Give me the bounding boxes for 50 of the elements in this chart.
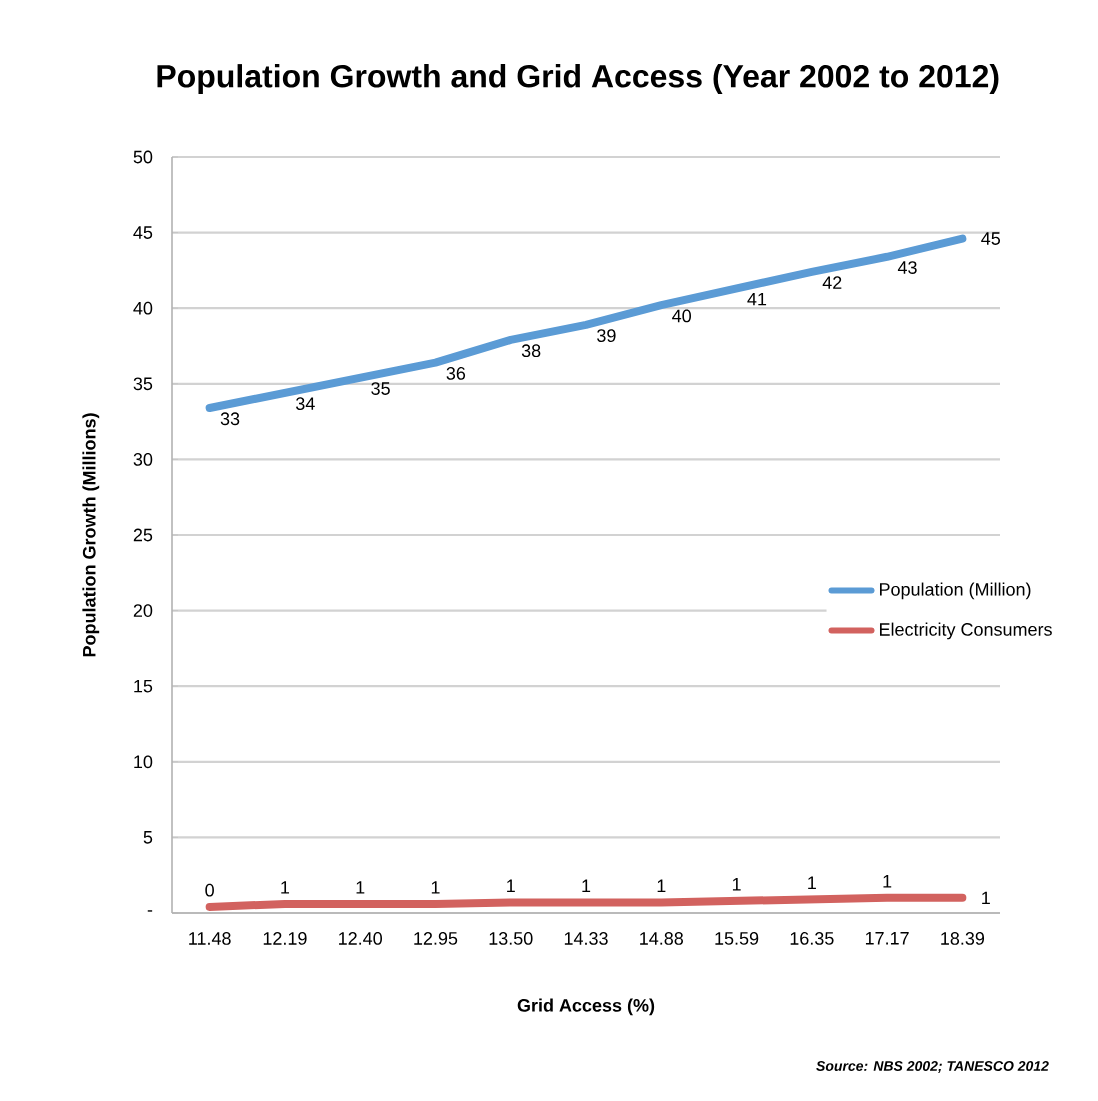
data-label: 1 [582, 879, 591, 893]
y-tick-label: 45 [133, 226, 153, 239]
x-tick-label: 12.40 [339, 932, 382, 945]
legend-label: Electricity Consumers [879, 622, 1052, 640]
data-label: 45 [981, 232, 1001, 245]
data-label: 39 [597, 329, 616, 342]
x-tick-label: 14.88 [640, 932, 684, 945]
data-label: 1 [356, 881, 365, 894]
source-note: Source: NBS 2002; TANESCO 2012 [816, 1061, 1049, 1073]
x-axis-title: Grid Access (%) [517, 998, 655, 1016]
x-tick-label: 15.59 [715, 932, 759, 945]
x-tick-label: 13.50 [489, 932, 533, 945]
x-tick-label: 12.95 [414, 932, 458, 945]
data-label: 36 [446, 367, 466, 380]
y-tick-label: 30 [133, 453, 153, 466]
x-tick-label: 12.19 [263, 932, 307, 945]
data-label: 1 [883, 875, 892, 888]
y-axis-title: Population Growth (Millions) [82, 413, 100, 657]
data-label: 40 [672, 309, 691, 323]
y-tick-label: 10 [134, 755, 153, 769]
data-label: 1 [657, 879, 666, 893]
data-label: 38 [521, 344, 541, 358]
data-label: 35 [371, 382, 390, 395]
y-tick-label: 50 [133, 150, 153, 164]
data-label: 1 [281, 881, 290, 894]
y-tick-label: 20 [133, 604, 153, 617]
data-label: 1 [431, 881, 440, 894]
y-tick-label: - [147, 910, 153, 912]
y-tick-label: 35 [133, 377, 153, 391]
data-label: 1 [732, 878, 741, 891]
data-label: 43 [897, 261, 917, 274]
data-label: 1 [982, 891, 990, 905]
y-tick-label: 40 [133, 301, 153, 315]
y-tick-label: 15 [134, 679, 153, 693]
x-tick-label: 11.48 [189, 932, 231, 945]
data-label: 1 [507, 879, 515, 893]
data-label: 0 [205, 883, 214, 897]
y-tick-label: 25 [133, 528, 153, 542]
data-label: 34 [296, 397, 315, 411]
legend-label: Population (Million) [879, 582, 1031, 600]
x-tick-label: 16.35 [790, 932, 834, 945]
x-tick-label: 14.33 [564, 932, 608, 945]
data-label: 41 [747, 292, 767, 306]
x-tick-label: 17.17 [865, 932, 909, 945]
x-tick-label: 18.39 [941, 932, 985, 945]
data-label: 1 [808, 876, 816, 889]
chart-title: Population Growth and Grid Access (Year 2002 to 2012) [157, 64, 999, 94]
y-tick-label: 5 [143, 831, 153, 844]
data-label: 42 [822, 276, 842, 289]
data-label: 33 [220, 412, 240, 426]
